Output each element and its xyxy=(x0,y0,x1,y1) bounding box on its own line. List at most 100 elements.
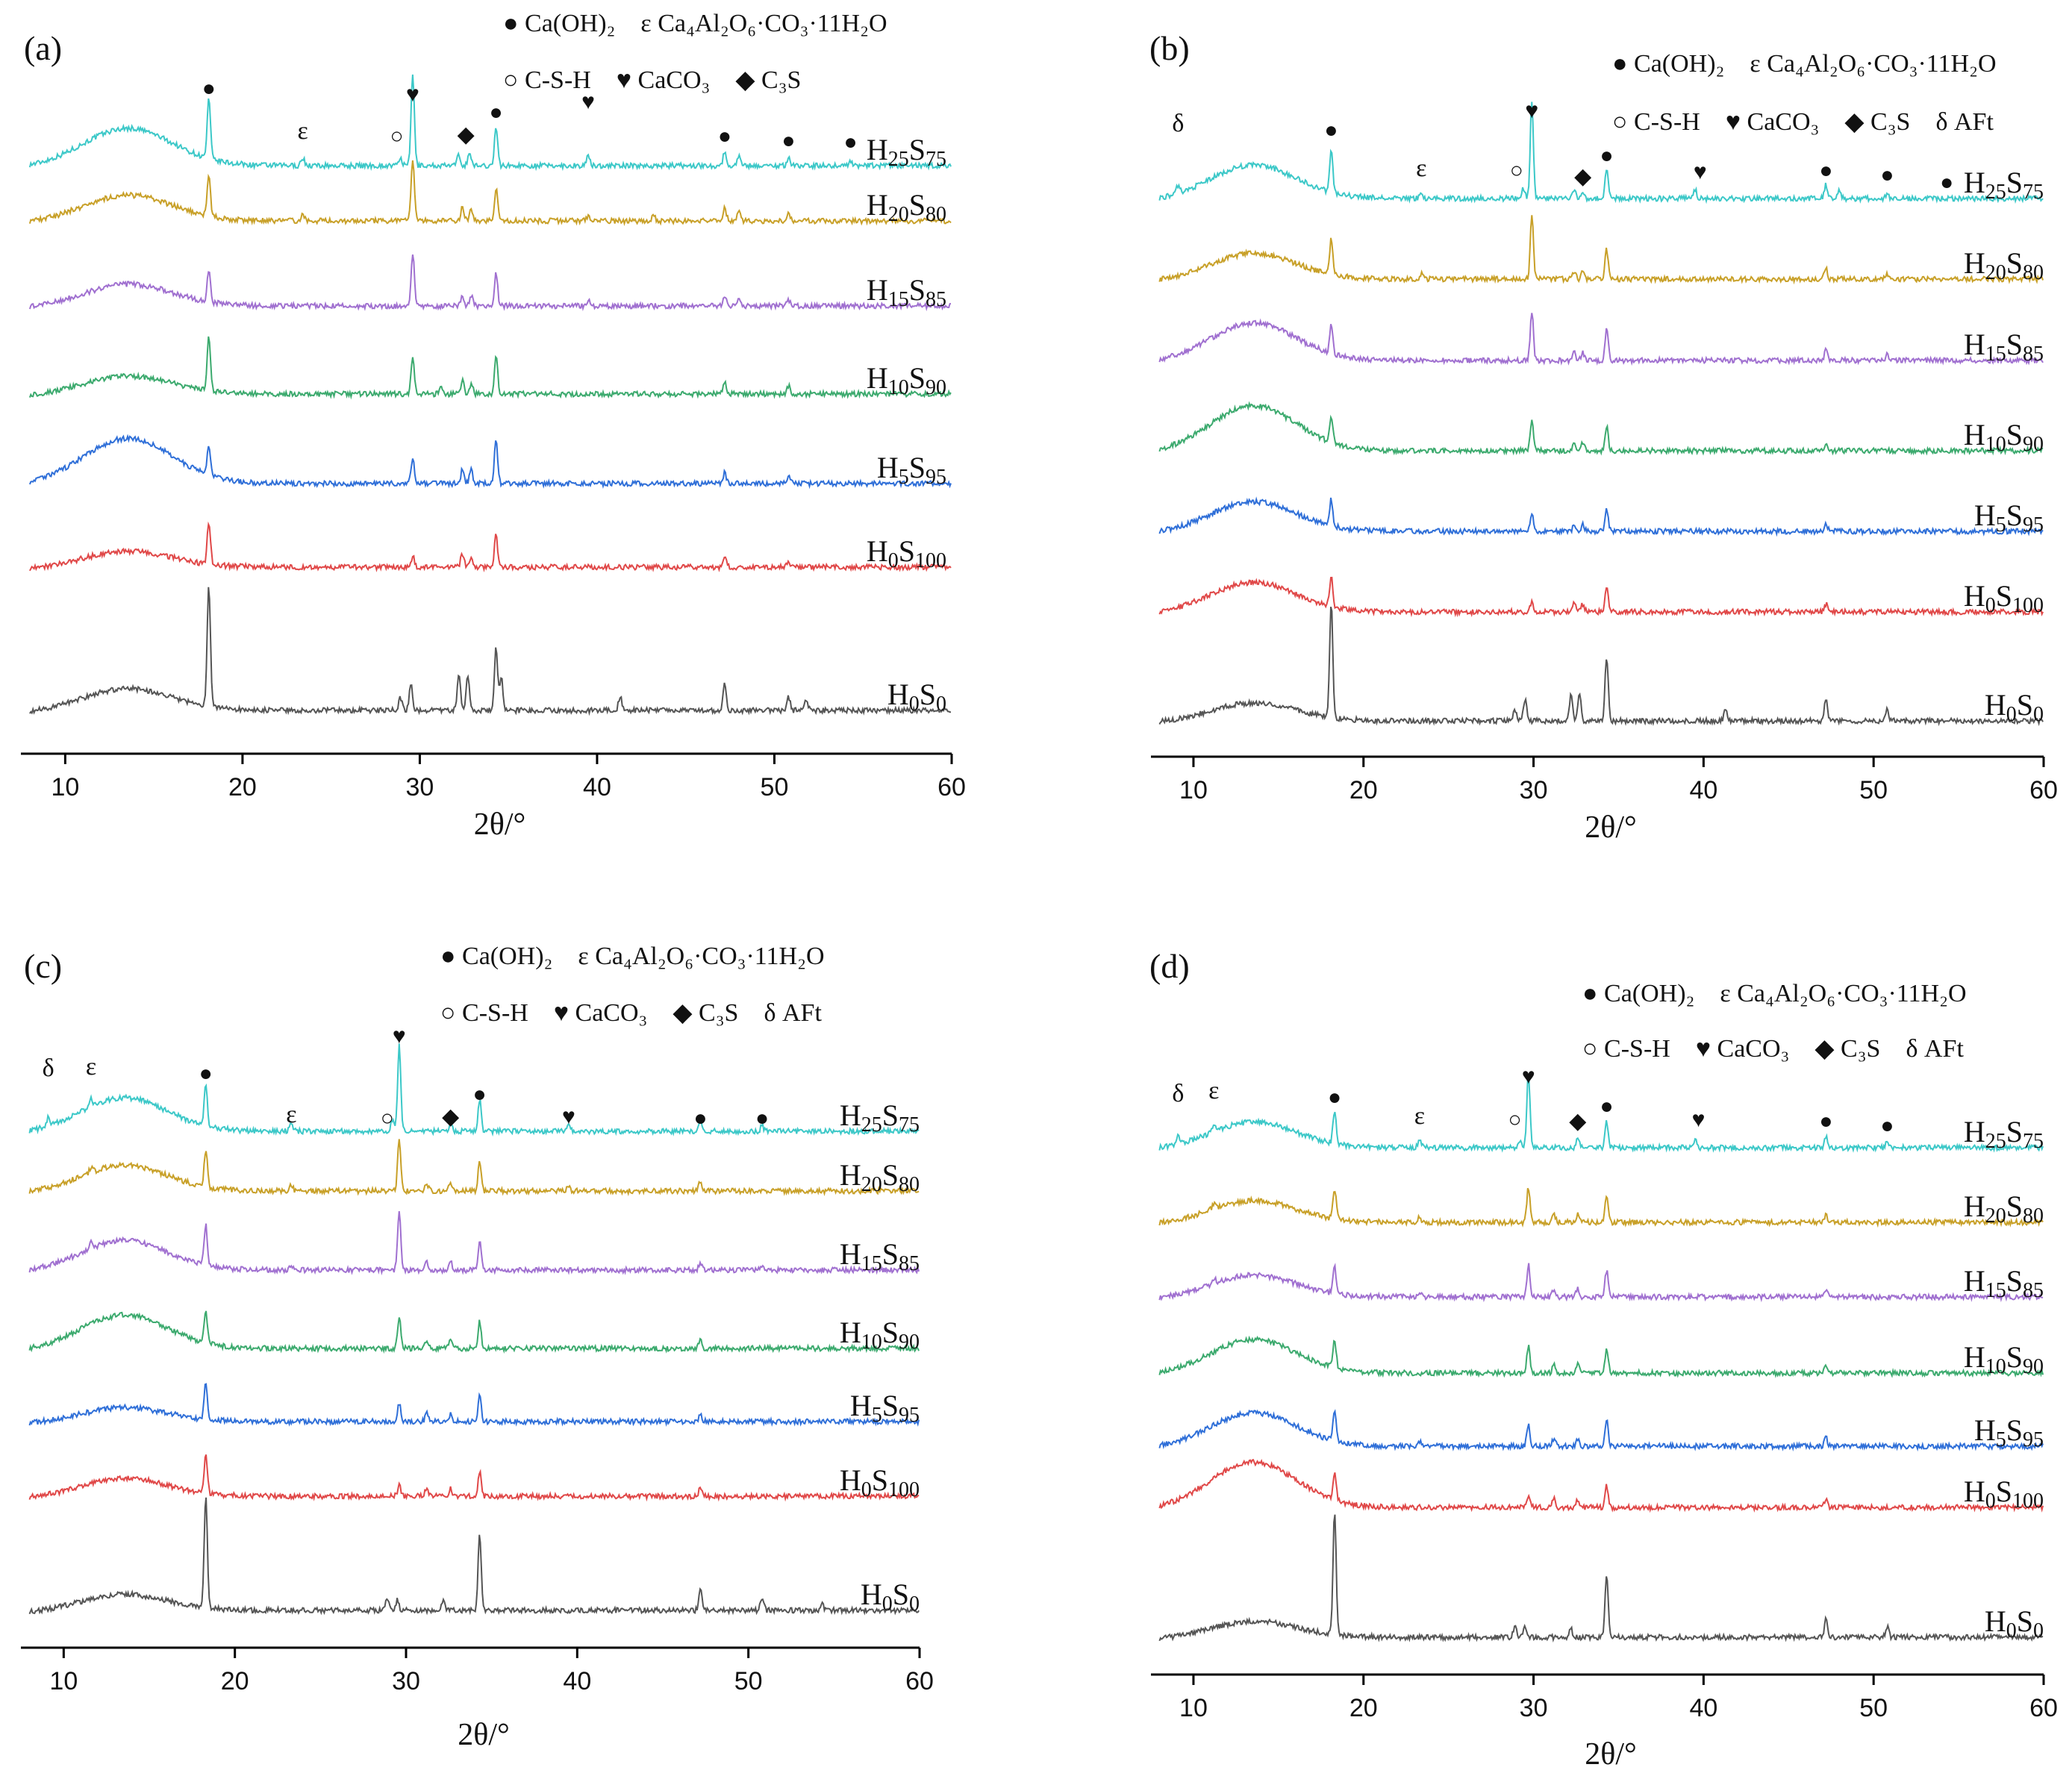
panel-c: (c) ● Ca(OH)₂ ε Ca₄Al₂O₆·CO₃·11H₂O ○ C-S-H… xyxy=(0,918,1036,1782)
panel-label: (b) xyxy=(1149,29,1190,67)
legend-entry-cc: ♥ CaCO₃ xyxy=(554,999,648,1027)
series-layer: H25S75 H20S80 H15S85 H10S90 H5S95 H0S100 H0S0 xyxy=(28,1043,920,1616)
series-label: H5S95 xyxy=(1974,1413,2044,1451)
series-label: H15S85 xyxy=(840,1237,920,1275)
x-tick-label: 30 xyxy=(392,1667,420,1695)
series-label: H0S0 xyxy=(887,678,946,716)
peak-marker-ch: ● xyxy=(844,130,858,154)
peak-markers: ●ε ○♥◆● ♥● ● ● xyxy=(202,76,858,154)
series-line-H25S75 xyxy=(28,1043,920,1137)
series-line-H5S95 xyxy=(28,1383,920,1428)
x-tick-label: 50 xyxy=(1859,1694,1888,1722)
series-layer: H25S75 H20S80 H15S85 H10S90 H5S95 H0S100 H0S0 xyxy=(1158,1074,2044,1643)
series-line-H0S0 xyxy=(1158,1514,2044,1643)
x-axis: 10 20 30 40 50 60 2θ/° xyxy=(1151,755,2058,845)
series-line-H10S90 xyxy=(1158,401,2044,456)
x-tick-label: 60 xyxy=(937,773,966,801)
legend-entry-csh: ○ C-S-H xyxy=(503,66,591,94)
peak-marker-ch: ● xyxy=(199,1061,213,1086)
series-line-H15S85 xyxy=(28,1211,920,1276)
legend: ● Ca(OH)₂ ε Ca₄Al₂O₆·CO₃·11H₂O ○ C-S-H ♥ Ca… xyxy=(440,942,825,1027)
peak-marker-carbo: ε xyxy=(286,1101,296,1128)
x-tick-label: 30 xyxy=(1520,1694,1548,1722)
series-line-H15S85 xyxy=(1158,1263,2044,1303)
peak-markers: δ ● ε ○ ♥ ◆ ● ♥ ● ● ● xyxy=(1172,99,1953,195)
series-line-H0S100 xyxy=(28,1454,920,1502)
series-label: H0S0 xyxy=(1985,1604,2044,1642)
peak-marker-carbo: ε xyxy=(298,117,308,145)
legend-entry-c3s: ◆ C₃S xyxy=(1844,108,1910,136)
x-tick-label: 40 xyxy=(583,773,611,801)
x-tick-label: 10 xyxy=(1179,1694,1208,1722)
peak-marker-ch: ● xyxy=(202,76,216,101)
x-axis-title: 2θ/° xyxy=(458,1718,510,1752)
x-tick-label: 10 xyxy=(1179,776,1208,804)
series-label: H5S95 xyxy=(1974,498,2044,537)
x-tick-label: 40 xyxy=(1689,1694,1717,1722)
legend-entry-ch: ● Ca(OH)₂ xyxy=(503,10,615,37)
series-label: H10S90 xyxy=(840,1316,920,1354)
series-label: H25S75 xyxy=(1964,1115,2044,1153)
x-tick-label: 50 xyxy=(761,773,789,801)
series-line-H15S85 xyxy=(1158,313,2044,366)
series-label: H20S80 xyxy=(1964,1189,2044,1228)
peak-marker-ch: ● xyxy=(718,124,731,148)
x-tick-label: 20 xyxy=(228,773,257,801)
peak-markers: δ ε ●ε ○♥◆●♥ ● ● xyxy=(43,1024,769,1131)
legend-entry-carbo: ε Ca₄Al₂O₆·CO₃·11H₂O xyxy=(578,942,824,970)
legend-entry-aft: δ AFt xyxy=(764,999,822,1027)
series-line-H0S100 xyxy=(1158,576,2044,618)
peak-marker-ch: ● xyxy=(1324,118,1338,143)
peak-marker-c3s: ◆ xyxy=(442,1104,459,1129)
series-label: H0S0 xyxy=(1985,688,2044,726)
peak-marker-carbo: ε xyxy=(1416,154,1426,182)
peak-marker-ch: ● xyxy=(1600,1094,1613,1119)
x-tick-label: 50 xyxy=(1859,776,1888,804)
series-line-H0S0 xyxy=(29,587,951,716)
series-line-H5S95 xyxy=(1158,1409,2044,1452)
x-axis: 10 20 30 40 50 60 2θ/° xyxy=(1151,1673,2058,1772)
peak-marker-carbo: ε xyxy=(86,1053,96,1081)
peak-markers: δ ε ●ε ○♥◆●♥ ● ● xyxy=(1172,1064,1894,1138)
x-tick-label: 60 xyxy=(2029,776,2058,804)
legend-entry-ch: ● Ca(OH)₂ xyxy=(1612,50,1724,78)
peak-marker-cc: ♥ xyxy=(581,90,595,114)
peak-marker-ch: ● xyxy=(1819,158,1832,183)
peak-marker-csh: ○ xyxy=(381,1106,394,1131)
series-label: H20S80 xyxy=(840,1158,920,1196)
series-layer: H25S75 H20S80 H15S85 H10S90 H5S95 H0S100 H0S0 xyxy=(28,74,952,716)
peak-marker-ch: ● xyxy=(1600,143,1613,168)
x-tick-label: 20 xyxy=(221,1667,249,1695)
x-tick-label: 20 xyxy=(1349,1694,1378,1722)
series-line-H0S100 xyxy=(1158,1458,2044,1513)
x-tick-label: 60 xyxy=(905,1667,934,1695)
series-label: H5S95 xyxy=(850,1389,920,1427)
peak-marker-ch: ● xyxy=(1880,163,1894,187)
series-line-H20S80 xyxy=(28,160,952,227)
peak-marker-cc: ♥ xyxy=(1692,1107,1706,1132)
peak-marker-csh: ○ xyxy=(1508,1107,1521,1132)
series-layer: H25S75 H20S80 H15S85 H10S90 H5S95 H0S100 H0S0 xyxy=(1158,101,2044,727)
x-axis-title: 2θ/° xyxy=(1585,810,1637,845)
series-line-H5S95 xyxy=(28,434,952,490)
peak-marker-ch: ● xyxy=(693,1106,707,1131)
peak-marker-ch: ● xyxy=(1819,1109,1832,1134)
series-line-H10S90 xyxy=(28,336,952,400)
legend-entry-c3s: ◆ C₃S xyxy=(735,66,801,94)
legend-entry-cc: ♥ CaCO₃ xyxy=(617,66,711,94)
x-tick-label: 10 xyxy=(51,773,79,801)
peak-marker-ch: ● xyxy=(755,1106,769,1131)
series-label: H0S100 xyxy=(1964,1475,2044,1513)
peak-marker-ch: ● xyxy=(1880,1113,1894,1138)
x-axis: 10 20 30 40 50 60 2θ/° xyxy=(21,1646,934,1752)
peak-marker-aft: δ xyxy=(1172,1080,1184,1107)
panel-label: (c) xyxy=(24,947,62,985)
xrd-chart-d: (d) ● Ca(OH)₂ ε Ca₄Al₂O₆·CO₃·11H₂O ○ C-S-H… xyxy=(1149,947,2058,1772)
series-label: H0S100 xyxy=(867,534,946,572)
panel-b: (b) ● Ca(OH)₂ ε Ca₄Al₂O₆·CO₃·11H₂O ○ C-S-H… xyxy=(1142,0,2072,891)
series-line-H10S90 xyxy=(1158,1335,2044,1378)
legend-entry-csh: ○ C-S-H xyxy=(1582,1035,1670,1063)
series-line-H5S95 xyxy=(1158,496,2044,537)
peak-marker-ch: ● xyxy=(490,100,503,125)
legend-entry-c3s: ◆ C₃S xyxy=(1814,1035,1880,1063)
